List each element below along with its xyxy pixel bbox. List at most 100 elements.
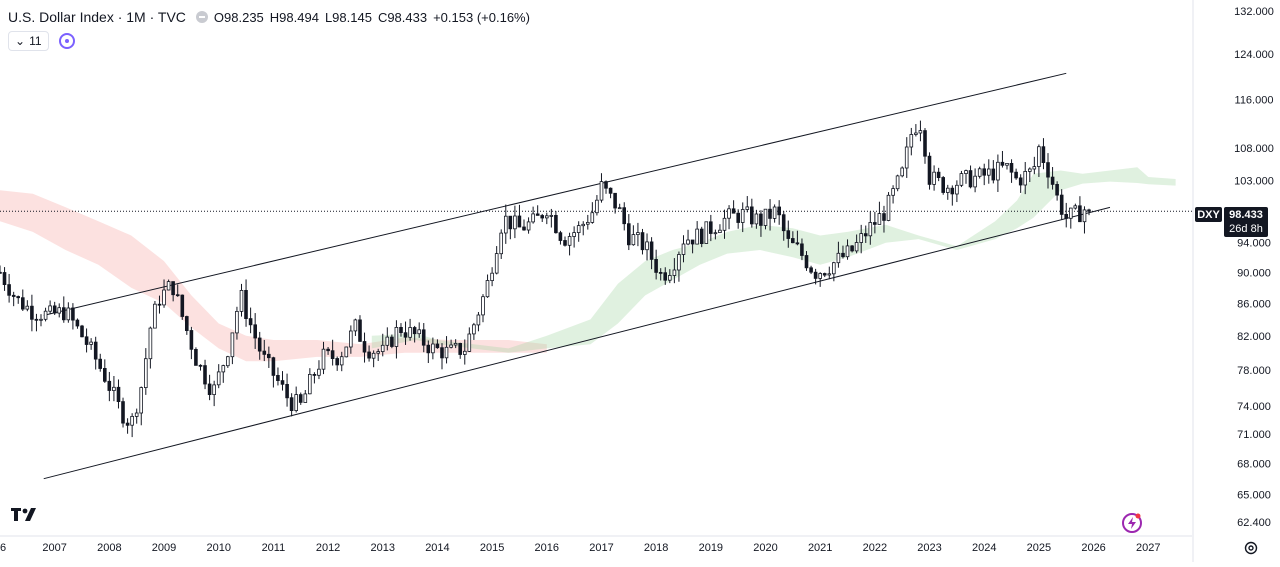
symbol-legend[interactable]: U.S. Dollar Index · 1M · TVC O98.235 H98…: [8, 7, 536, 27]
candle-body: [517, 215, 522, 228]
candle-body: [371, 352, 376, 359]
candle-body: [139, 387, 144, 414]
price-axis-label: 124.000: [1234, 49, 1274, 61]
candle-body: [490, 272, 494, 282]
tradingview-logo-icon[interactable]: [10, 505, 42, 523]
candle-body: [431, 343, 435, 354]
candle-body: [166, 281, 171, 291]
candle-body: [900, 167, 904, 177]
candle-body: [754, 213, 759, 225]
candle-body: [745, 206, 750, 210]
candle-body: [143, 358, 148, 389]
gear-icon[interactable]: [1243, 540, 1259, 556]
candle-body: [841, 252, 845, 258]
candle-body: [1050, 176, 1055, 185]
candle-body: [62, 307, 66, 321]
candle-body: [709, 221, 713, 234]
candle-body: [453, 342, 458, 346]
candle-body: [677, 254, 681, 271]
candle-body: [786, 230, 791, 239]
candle-body: [590, 212, 595, 223]
candle-body: [531, 213, 535, 223]
candle-body: [380, 344, 385, 352]
candle-body: [399, 326, 403, 334]
candle-body: [772, 206, 777, 219]
candle-body: [822, 273, 827, 276]
candle-body: [854, 242, 859, 252]
candle-body: [545, 215, 549, 219]
indicator-toggle-icon[interactable]: [58, 33, 75, 49]
channel-upper-trendline: [43, 72, 1067, 316]
candle-body: [991, 168, 996, 181]
price-axis-label: 74.000: [1237, 401, 1271, 413]
candle-body: [294, 394, 298, 412]
candle-body: [1005, 162, 1009, 166]
candle-body: [390, 336, 394, 347]
ohlc-change: +0.153 (+0.16%): [433, 9, 530, 25]
candle-body: [20, 297, 25, 310]
candle-body: [25, 305, 30, 310]
flash-icon[interactable]: [1121, 512, 1143, 534]
candle-body: [339, 356, 344, 366]
time-axis-label: 2020: [753, 542, 777, 554]
price-axis-label: 108.000: [1234, 143, 1274, 155]
price-axis-label: 86.000: [1237, 298, 1271, 310]
chevron-down-icon: ⌄: [15, 34, 26, 48]
last-price-label: 98.433 26d 8h: [1224, 207, 1268, 237]
symbol-title[interactable]: U.S. Dollar Index · 1M · TVC: [8, 9, 186, 25]
candle-body: [722, 217, 727, 231]
candle-body: [736, 212, 740, 223]
candle-body: [16, 296, 20, 299]
indicators-toggle-button[interactable]: ⌄ 11: [8, 31, 49, 51]
time-axis-label: 2007: [42, 542, 66, 554]
candle-body: [298, 394, 303, 403]
candle-body: [212, 384, 216, 395]
candle-body: [116, 386, 121, 402]
indicators-count: 11: [29, 34, 42, 48]
candle-body: [836, 252, 841, 264]
candle-body: [567, 236, 572, 246]
candle-body: [303, 393, 308, 403]
candle-body: [950, 187, 955, 195]
time-axis-label: 2018: [644, 542, 668, 554]
candle-body: [699, 228, 704, 245]
candle-body: [695, 228, 699, 245]
candle-body: [472, 324, 476, 335]
time-axis-label: 2009: [152, 542, 176, 554]
candle-body: [344, 346, 349, 358]
candle-body: [941, 177, 945, 193]
candle-body: [1041, 146, 1046, 163]
candle-body: [1037, 146, 1041, 167]
candle-body: [330, 350, 335, 360]
candle-body: [34, 318, 39, 321]
candle-body: [307, 373, 312, 395]
last-price-value: 98.433: [1229, 209, 1263, 221]
candle-body: [1023, 170, 1027, 186]
candle-body: [895, 175, 900, 190]
candle-body: [0, 271, 2, 274]
candle-body: [216, 371, 221, 386]
candle-body: [781, 214, 786, 232]
candle-body: [795, 242, 800, 245]
channel-lower-trendline: [43, 206, 1111, 480]
candle-body: [1073, 205, 1078, 209]
candle-body: [1069, 207, 1073, 219]
candle-body: [882, 213, 886, 221]
candle-body: [927, 155, 932, 185]
candle-body: [75, 319, 80, 327]
time-axis-label: 2012: [316, 542, 340, 554]
time-axis-label: 2023: [917, 542, 941, 554]
candle-body: [175, 294, 180, 297]
candle-body: [93, 341, 98, 360]
candle-body: [244, 289, 248, 319]
candle-body: [804, 255, 809, 269]
candle-body: [7, 284, 11, 296]
candle-body: [358, 319, 362, 342]
candle-body: [813, 271, 818, 279]
candle-body: [157, 303, 162, 306]
candle-body: [280, 380, 285, 385]
candle-body: [408, 327, 412, 338]
candle-body: [631, 234, 636, 246]
